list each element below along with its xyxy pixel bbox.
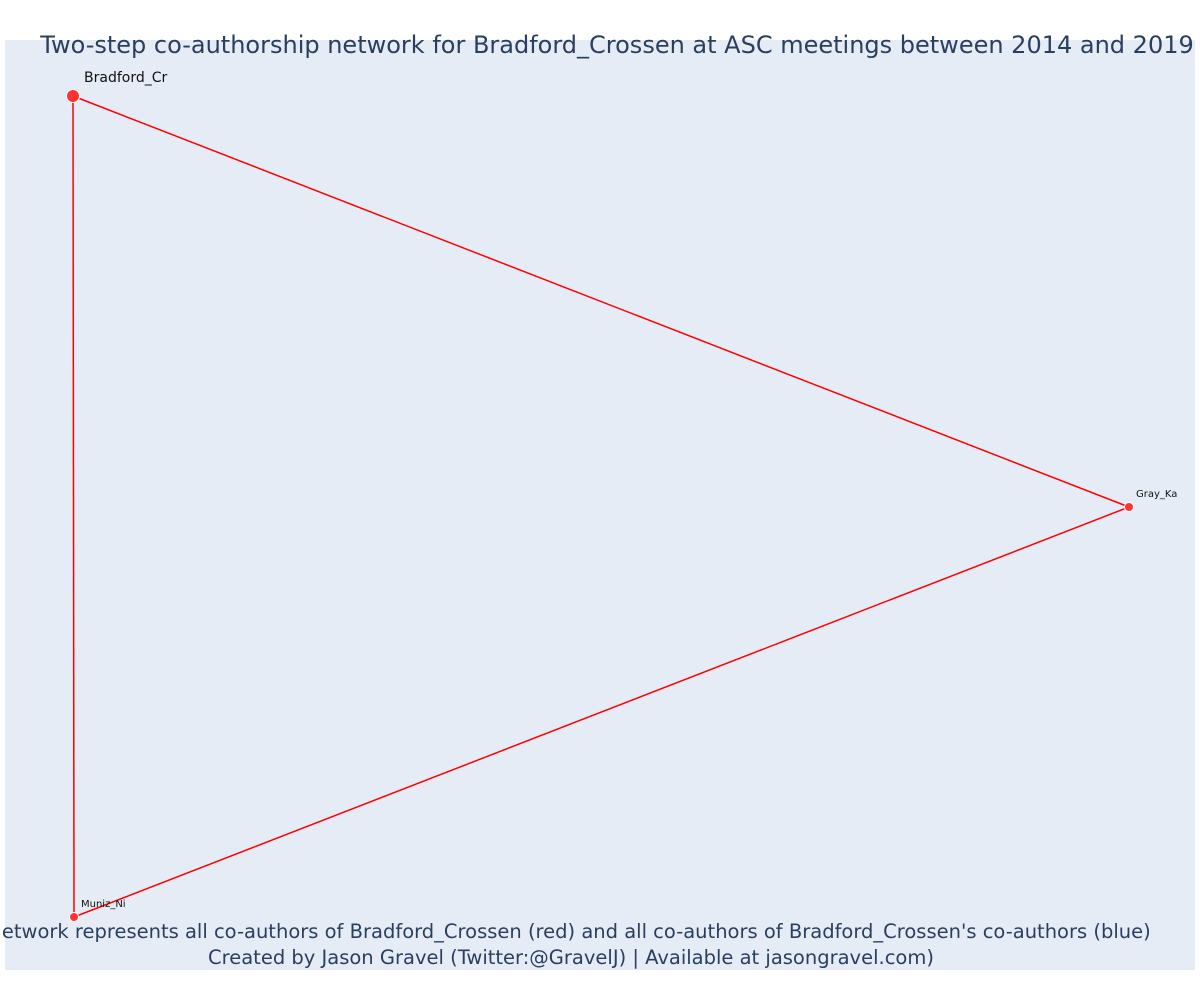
node-label-muniz: Muniz_Ni bbox=[81, 899, 126, 910]
caption-line-1: Network represents all co-authors of Bra… bbox=[0, 920, 1151, 943]
labels-layer: Bradford_Cr Gray_Ka Muniz_Ni bbox=[81, 70, 1177, 910]
caption-line-2: Created by Jason Gravel (Twitter:@Gravel… bbox=[208, 946, 934, 969]
node-label-bradford: Bradford_Cr bbox=[84, 70, 167, 86]
node-bradford[interactable] bbox=[66, 89, 80, 103]
node-muniz[interactable] bbox=[69, 912, 79, 922]
edge-bradford-gray bbox=[72, 95, 1130, 508]
plot-background bbox=[5, 40, 1195, 970]
node-label-gray: Gray_Ka bbox=[1136, 489, 1177, 500]
chart-title: Two-step co-authorship network for Bradf… bbox=[39, 31, 1194, 59]
node-gray[interactable] bbox=[1124, 502, 1134, 512]
edges-layer bbox=[72, 95, 1130, 918]
nodes-layer bbox=[66, 89, 1134, 922]
edge-bradford-muniz bbox=[72, 95, 75, 918]
edge-gray-muniz bbox=[73, 506, 1130, 918]
